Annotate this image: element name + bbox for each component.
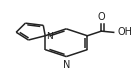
Text: O: O: [98, 12, 105, 22]
Text: N: N: [46, 32, 53, 41]
Text: OH: OH: [117, 27, 132, 37]
Text: N: N: [63, 60, 70, 70]
